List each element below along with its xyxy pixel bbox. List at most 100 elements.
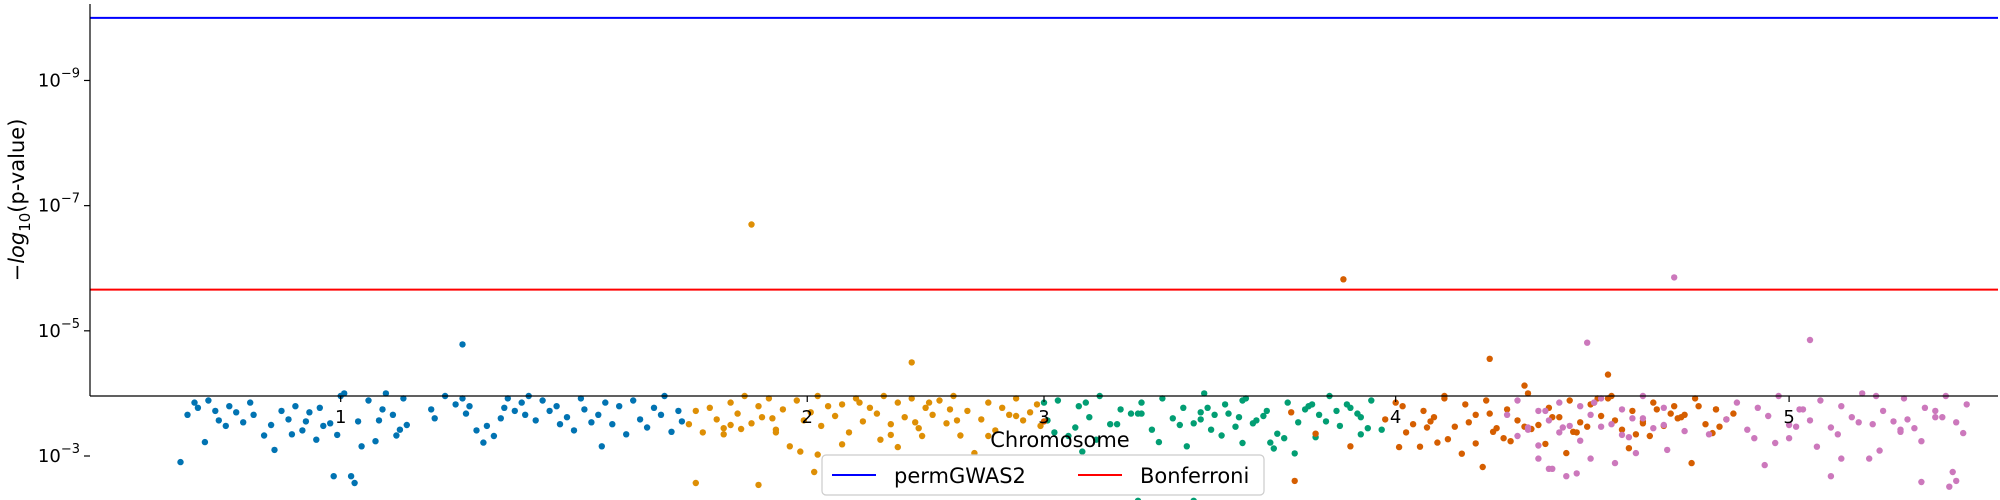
point-chr1 (577, 395, 585, 402)
point-chr1 (581, 406, 588, 413)
point-chr1 (546, 407, 553, 415)
point-chr5 (1754, 404, 1762, 411)
point-chr5 (1514, 432, 1521, 440)
point-chr5 (1911, 425, 1918, 432)
point-chr5 (1503, 411, 1511, 418)
point-chr2 (737, 425, 745, 433)
point-chr5 (1827, 473, 1835, 480)
point-chr2 (999, 404, 1006, 411)
point-chr3 (1134, 497, 1142, 500)
point-chr4 (1507, 438, 1514, 445)
point-chr4 (1472, 440, 1479, 447)
point-chr3 (1201, 390, 1208, 397)
point-chr1 (330, 473, 337, 480)
point-chr5 (1897, 428, 1904, 435)
point-chr4 (1402, 429, 1410, 436)
point-chr5 (1625, 434, 1633, 441)
point-chr2 (918, 432, 926, 440)
point-chr1 (191, 399, 198, 406)
point-chr3 (1086, 414, 1093, 421)
point-chr3 (1232, 423, 1239, 430)
point-chr3 (1301, 406, 1309, 413)
point-chr2 (957, 432, 964, 439)
point-chr2 (779, 406, 787, 413)
point-chr5 (1946, 483, 1953, 490)
point-chr1 (184, 411, 191, 418)
point-chr5 (1660, 404, 1668, 411)
point-chr5 (1590, 399, 1598, 406)
point-chr5 (1618, 431, 1626, 439)
point-chr4 (1639, 420, 1647, 427)
point-chr1 (522, 411, 529, 418)
point-chr3 (1204, 404, 1211, 411)
point-chr1 (306, 409, 313, 416)
point-chr5 (1918, 478, 1925, 486)
point-chr2 (713, 416, 720, 423)
point-chr4 (1382, 416, 1389, 423)
point-chr4 (1604, 371, 1612, 378)
y-axis-label-sub: 10 (16, 213, 34, 232)
point-chr4 (1472, 411, 1479, 418)
point-chr4 (1629, 407, 1636, 415)
point-chr4 (1625, 445, 1633, 452)
point-chr1 (539, 397, 546, 404)
point-chr4 (1514, 417, 1521, 424)
point-chr3 (1040, 399, 1048, 406)
y-tick-label: 10−3 (38, 442, 80, 467)
y-axis-label: −log10(p-value) (5, 119, 34, 282)
point-chr5 (1577, 403, 1584, 410)
point-chr5 (1542, 407, 1549, 415)
point-chr5 (1904, 416, 1911, 423)
point-chr4 (1521, 382, 1528, 389)
point-chr2 (772, 429, 780, 436)
point-chr4 (1716, 423, 1723, 430)
x-tick-label: 1 (335, 407, 346, 428)
point-chr4 (1688, 459, 1695, 467)
point-chr1 (299, 427, 306, 434)
point-chr1 (365, 397, 372, 404)
point-chr2 (692, 479, 699, 487)
point-chr5 (1545, 465, 1553, 472)
point-chr5 (1705, 431, 1713, 438)
point-chr2 (685, 421, 693, 428)
point-chr3 (1082, 399, 1090, 406)
point-chr1 (518, 399, 525, 406)
point-chr2 (831, 412, 839, 420)
point-chr4 (1573, 429, 1580, 436)
point-chr4 (1392, 399, 1399, 406)
point-chr1 (226, 403, 233, 410)
point-chr4 (1409, 421, 1417, 428)
point-chr2 (1006, 411, 1013, 418)
point-chr1 (201, 438, 209, 446)
point-chr2 (936, 397, 943, 404)
point-chr5 (1584, 339, 1591, 346)
point-chr2 (1033, 401, 1041, 408)
y-tick-label: 10−5 (38, 317, 80, 342)
point-chr4 (1399, 403, 1406, 410)
point-chr1 (302, 418, 310, 425)
point-chr4 (1646, 432, 1654, 440)
point-chr4 (1667, 410, 1674, 417)
point-chr5 (1799, 406, 1807, 413)
point-chr4 (1632, 431, 1640, 438)
point-chr3 (1239, 439, 1246, 447)
point-chr5 (1761, 461, 1768, 469)
point-chr5 (1879, 407, 1887, 415)
point-chr3 (1274, 430, 1281, 437)
point-chr4 (1486, 410, 1493, 417)
point-chr5 (1838, 403, 1845, 410)
point-chr4 (1312, 430, 1319, 437)
point-chr2 (793, 397, 800, 404)
point-chr5 (1535, 455, 1542, 462)
point-chr1 (205, 397, 212, 404)
point-chr1 (403, 421, 410, 429)
point-chr3 (1333, 407, 1340, 415)
point-chr5 (1566, 422, 1573, 430)
legend-label-permgwas2: permGWAS2 (894, 464, 1026, 488)
point-chr5 (1545, 417, 1553, 424)
point-chr5 (1733, 399, 1741, 406)
point-chr1 (501, 404, 508, 411)
point-chr4 (1500, 435, 1507, 442)
point-chr5 (1765, 412, 1772, 420)
point-chr1 (490, 432, 498, 440)
